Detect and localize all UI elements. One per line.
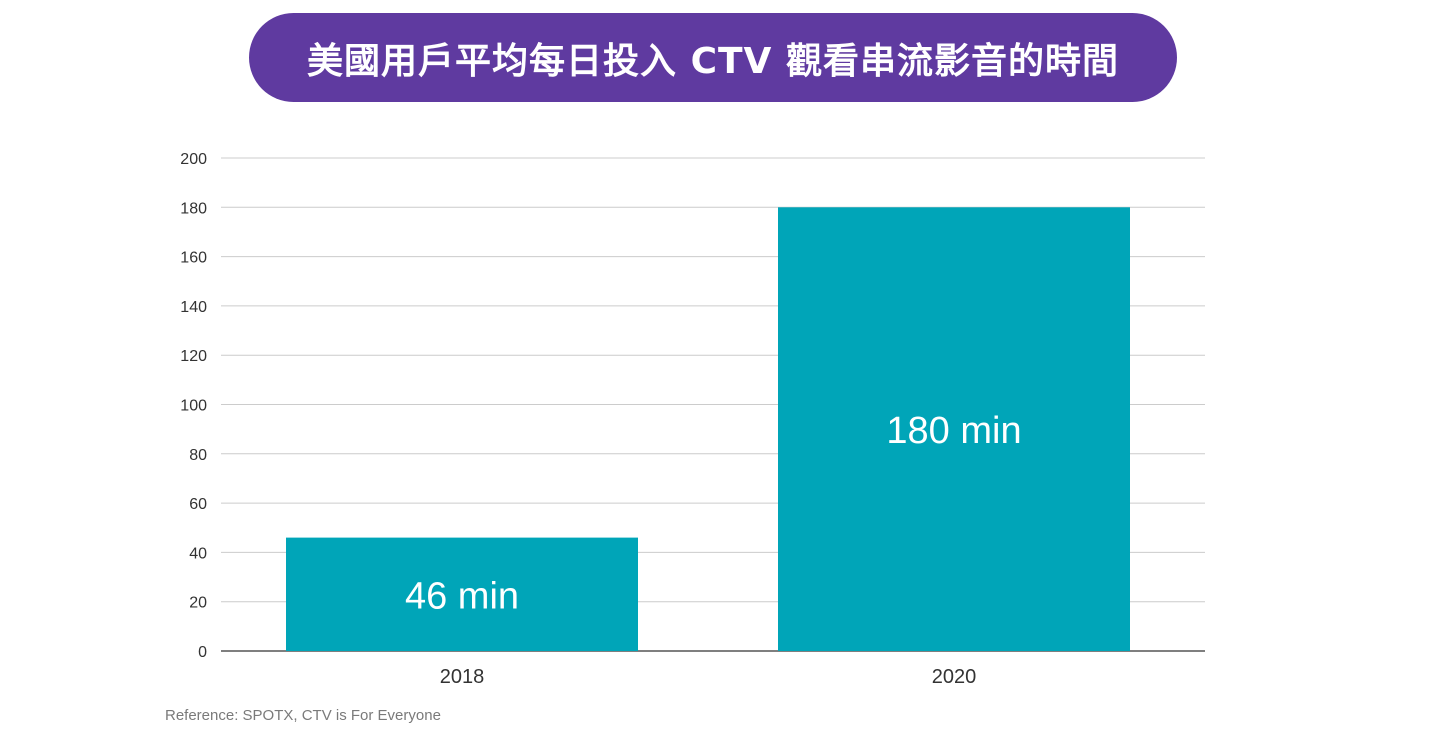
y-tick-label: 140 <box>180 299 207 316</box>
y-tick-label: 80 <box>189 447 207 464</box>
bar-2018 <box>286 537 638 651</box>
y-tick-label: 180 <box>180 200 207 217</box>
y-tick-label: 120 <box>180 348 207 365</box>
y-tick-label: 20 <box>189 595 207 612</box>
reference-note: Reference: SPOTX, CTV is For Everyone <box>165 707 441 724</box>
chart-title: 美國用戶平均每日投入 CTV 觀看串流影音的時間 <box>249 13 1177 102</box>
y-tick-label: 60 <box>189 496 207 513</box>
bar-data-label: 46 min <box>405 575 519 617</box>
y-tick-label: 200 <box>180 151 207 168</box>
bar-data-label: 180 min <box>886 410 1021 452</box>
y-tick-label: 100 <box>180 398 207 415</box>
y-tick-label: 160 <box>180 250 207 267</box>
y-tick-label: 40 <box>189 545 207 562</box>
bar-2020 <box>778 207 1130 652</box>
y-tick-label: 0 <box>198 644 207 661</box>
x-category-label: 2018 <box>440 666 485 688</box>
x-category-label: 2020 <box>932 666 977 688</box>
